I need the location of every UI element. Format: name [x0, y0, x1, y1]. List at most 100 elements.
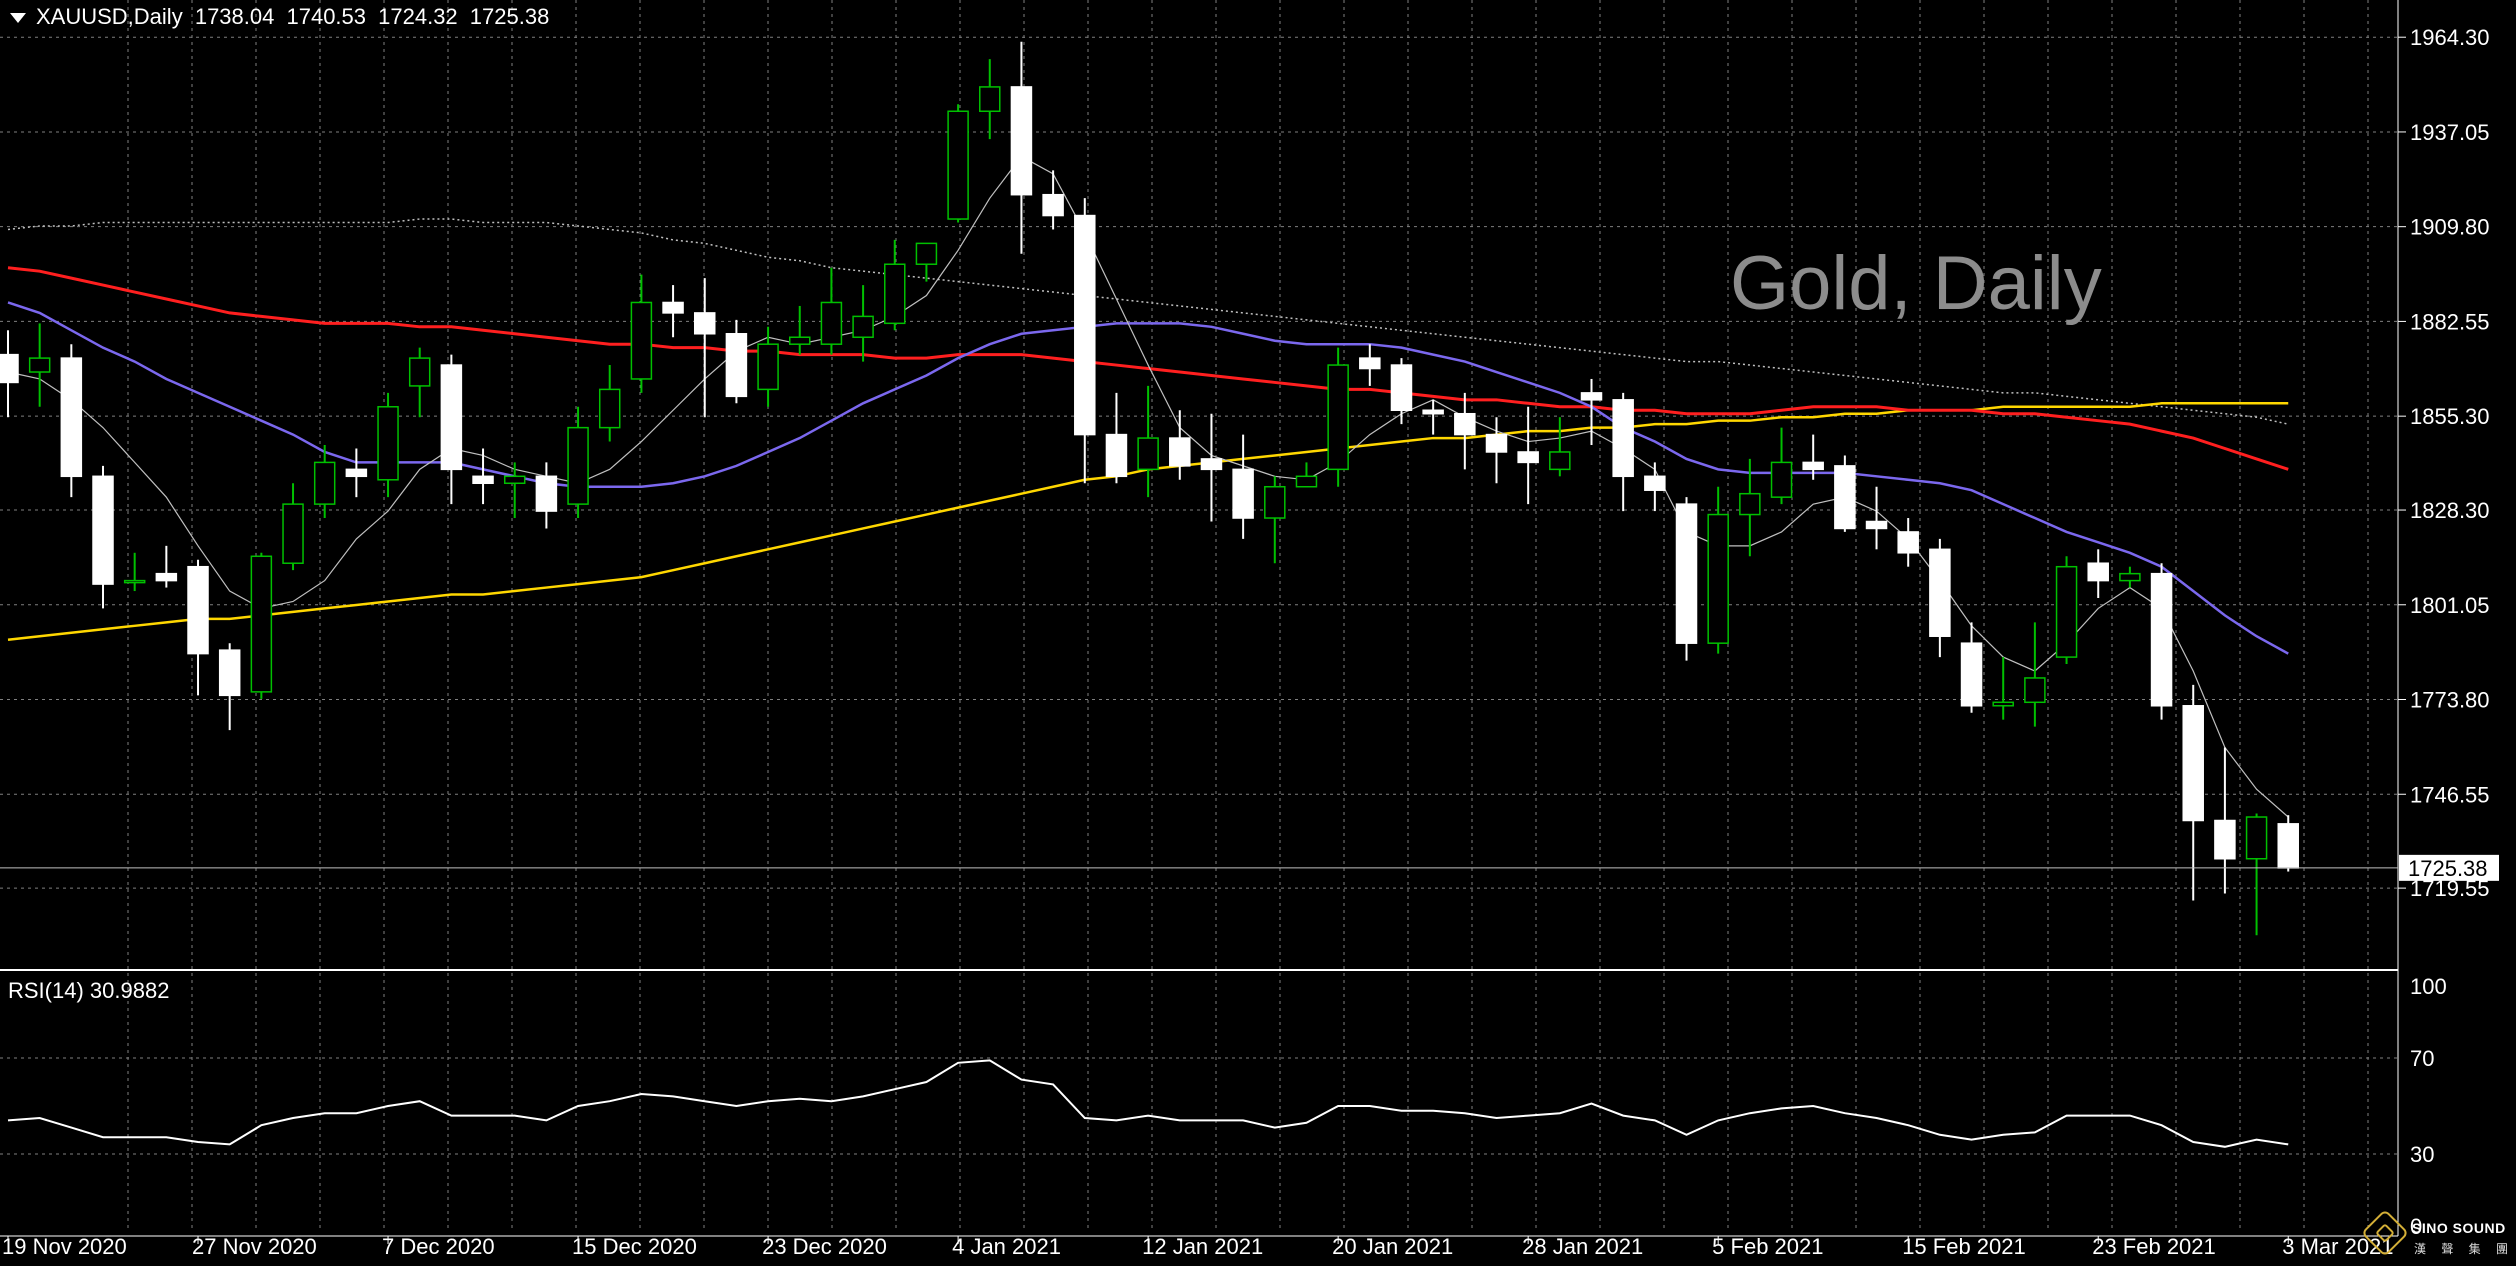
- current-price-box: [2399, 854, 2499, 881]
- collapse-triangle-icon[interactable]: [10, 13, 26, 24]
- candle-bull: [2119, 572, 2141, 582]
- candle-bull: [1549, 451, 1571, 471]
- candle-bear: [1644, 475, 1666, 491]
- rsi-tick-label: 100: [2410, 974, 2447, 999]
- candle-bear: [1074, 214, 1096, 436]
- candle-bear: [535, 475, 558, 512]
- open-value: 1738.04: [194, 4, 275, 29]
- candle-bear: [0, 353, 19, 384]
- candle-bear: [1960, 642, 1983, 707]
- candle-bull: [377, 406, 399, 481]
- candle-bull: [852, 315, 874, 338]
- candle-bear: [1422, 409, 1444, 415]
- candle-bear: [60, 357, 83, 478]
- rsi-tick-label: 0: [2410, 1214, 2422, 1239]
- symbol-label: XAUUSD,Daily: [36, 4, 183, 29]
- candle-bull: [1739, 492, 1761, 516]
- candle-bear: [1485, 433, 1508, 453]
- candle-bull: [250, 555, 273, 693]
- ma-50-line: [7, 266, 2289, 471]
- price-tick-label: 1828.30: [2410, 498, 2490, 523]
- candle-bear: [1612, 399, 1634, 478]
- time-tick-label: 4 Jan 2021: [952, 1234, 1061, 1259]
- time-tick-label: 5 Feb 2021: [1712, 1234, 1823, 1259]
- candle-bear: [2150, 572, 2173, 707]
- sino-sound-logo: SINO SOUND 漢 聲 集 團: [2360, 1204, 2516, 1266]
- price-tick-label: 1909.80: [2410, 215, 2490, 240]
- candle-bull: [1137, 437, 1159, 471]
- candle-bull: [2024, 677, 2046, 704]
- time-tick-label: 19 Nov 2020: [2, 1234, 127, 1259]
- candle-bear: [1834, 465, 1856, 530]
- logo-name: SINO SOUND: [2412, 1220, 2506, 1236]
- close-value: 1725.38: [469, 4, 550, 29]
- time-tick-label: 23 Dec 2020: [762, 1234, 887, 1259]
- time-tick-label: 20 Jan 2021: [1332, 1234, 1453, 1259]
- candle-bull: [313, 461, 336, 505]
- time-tick-label: 23 Feb 2021: [2092, 1234, 2216, 1259]
- candle-bull: [884, 263, 906, 325]
- candle-bear: [1105, 433, 1128, 478]
- candle-bear: [1675, 503, 1698, 644]
- candle-bull: [2245, 816, 2268, 860]
- time-tick-label: 15 Dec 2020: [572, 1234, 697, 1259]
- candle-bull: [915, 242, 938, 265]
- candle-bull: [1707, 513, 1729, 644]
- candle-bear: [2182, 705, 2204, 822]
- candle-bear: [92, 475, 114, 585]
- candle-bull: [820, 301, 843, 345]
- candle-bear: [187, 565, 209, 655]
- ma-100-line: [7, 218, 2289, 425]
- candle-bear: [1897, 531, 1919, 554]
- candle-bear: [1359, 357, 1381, 370]
- candle-bear: [693, 312, 716, 335]
- price-tick-label: 1937.05: [2410, 120, 2490, 145]
- candle-bear: [1580, 392, 1603, 401]
- candle-bull: [503, 475, 526, 485]
- candle-bull: [757, 343, 779, 391]
- price-tick-label: 1964.30: [2410, 25, 2490, 50]
- candle-bull: [567, 426, 589, 505]
- price-tick-label: 1746.55: [2410, 782, 2490, 807]
- candle-bear: [1169, 437, 1191, 467]
- candle-bull: [2055, 565, 2078, 658]
- time-tick-label: 15 Feb 2021: [1902, 1234, 2026, 1259]
- time-tick-label: 27 Nov 2020: [192, 1234, 317, 1259]
- candle-bear: [472, 475, 494, 485]
- current-price-label: 1725.38: [2408, 856, 2488, 881]
- candle-bull: [28, 357, 51, 373]
- candle-bear: [2214, 819, 2236, 860]
- candle-bear: [1517, 451, 1539, 464]
- logo-subtitle: 漢 聲 集 團: [2414, 1242, 2515, 1256]
- candle-bear: [1010, 86, 1033, 196]
- candle-bear: [725, 333, 748, 398]
- candle-bull: [282, 503, 304, 564]
- candle-bear: [2087, 562, 2109, 582]
- candle-bull: [1264, 485, 1286, 519]
- candle-bear: [218, 649, 241, 697]
- candle-bull: [408, 357, 431, 387]
- candle-bear: [440, 364, 463, 471]
- candle-bull: [947, 110, 969, 220]
- candle-bear: [345, 468, 368, 478]
- candle-bear: [1200, 458, 1223, 471]
- chart-watermark: Gold, Daily: [1730, 241, 2102, 326]
- price-tick-label: 1882.55: [2410, 309, 2490, 334]
- candle-bull: [630, 301, 653, 380]
- rsi-line: [7, 1059, 2289, 1148]
- candle-bear: [1042, 193, 1064, 217]
- candle-bull: [123, 579, 146, 584]
- logo-seal-icon: [2360, 1208, 2410, 1258]
- candle-bear: [155, 572, 178, 582]
- candle-bear: [1454, 412, 1476, 436]
- candle-bear: [1390, 364, 1413, 412]
- candle-bear: [1802, 461, 1824, 471]
- time-tick-label: 7 Dec 2020: [382, 1234, 495, 1259]
- candle-bear: [2277, 823, 2299, 869]
- price-tick-label: 1773.80: [2410, 688, 2490, 713]
- candle-bear: [1865, 520, 1888, 530]
- candle-bull: [1770, 461, 1793, 498]
- candle-bear: [662, 301, 684, 314]
- candle-bull: [979, 86, 1001, 113]
